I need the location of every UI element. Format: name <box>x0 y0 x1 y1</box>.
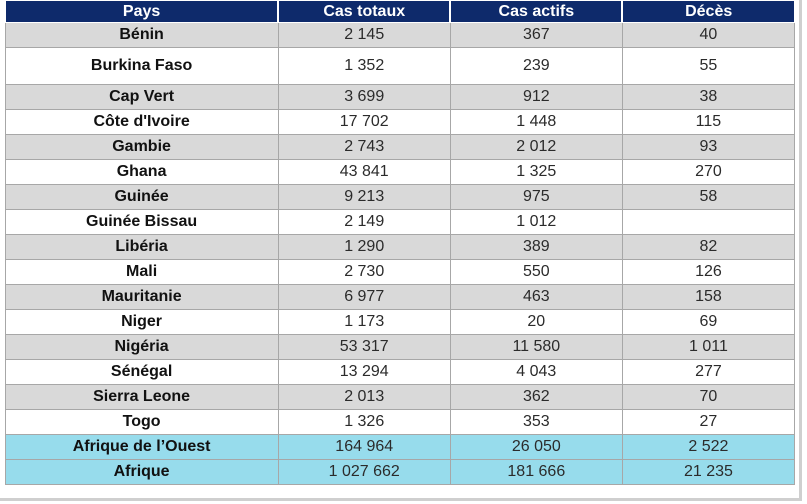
deaths-cell: 70 <box>621 384 796 410</box>
country-cell: Libéria <box>4 234 279 260</box>
active-cases-cell: 362 <box>449 384 623 410</box>
deaths-cell: 82 <box>621 234 796 260</box>
country-cell: Ghana <box>4 159 279 185</box>
total-cases-cell: 2 730 <box>277 259 451 285</box>
country-cell: Mali <box>4 259 279 285</box>
active-cases-cell: 11 580 <box>449 334 623 360</box>
deaths-cell: 2 522 <box>621 434 796 460</box>
region-cell: Afrique <box>4 459 279 485</box>
deaths-cell: 270 <box>621 159 796 185</box>
deaths-cell: 277 <box>621 359 796 385</box>
table-row: Guinée 9 213 975 58 <box>4 184 796 210</box>
active-cases-cell: 463 <box>449 284 623 310</box>
total-row-west-africa: Afrique de l’Ouest 164 964 26 050 2 522 <box>4 434 796 460</box>
active-cases-cell: 367 <box>449 22 623 48</box>
header-row: Pays Cas totaux Cas actifs Décès <box>3 0 796 23</box>
table-row: Togo 1 326 353 27 <box>4 409 796 435</box>
active-cases-cell: 2 012 <box>449 134 623 160</box>
country-cell: Gambie <box>4 134 279 160</box>
total-cases-cell: 1 290 <box>277 234 451 260</box>
country-cell: Niger <box>4 309 279 335</box>
country-cell: Guinée Bissau <box>4 209 279 235</box>
total-cases-cell: 2 145 <box>277 22 451 48</box>
table-row: Cap Vert 3 699 912 38 <box>4 84 796 110</box>
deaths-cell: 40 <box>621 22 796 48</box>
active-cases-cell: 1 448 <box>449 109 623 135</box>
table-row: Ghana 43 841 1 325 270 <box>4 159 796 185</box>
country-cell: Sierra Leone <box>4 384 279 410</box>
deaths-cell: 55 <box>621 47 796 85</box>
total-cases-cell: 9 213 <box>277 184 451 210</box>
total-cases-cell: 17 702 <box>277 109 451 135</box>
active-cases-cell: 1 012 <box>449 209 623 235</box>
table-row: Gambie 2 743 2 012 93 <box>4 134 796 160</box>
table-row: Bénin 2 145 367 40 <box>4 22 796 48</box>
total-cases-cell: 43 841 <box>277 159 451 185</box>
table-row: Niger 1 173 20 69 <box>4 309 796 335</box>
active-cases-cell: 975 <box>449 184 623 210</box>
deaths-cell: 69 <box>621 309 796 335</box>
deaths-cell: 115 <box>621 109 796 135</box>
table-row: Mali 2 730 550 126 <box>4 259 796 285</box>
active-cases-cell: 239 <box>449 47 623 85</box>
region-cell: Afrique de l’Ouest <box>4 434 279 460</box>
country-cell: Cap Vert <box>4 84 279 110</box>
active-cases-cell: 181 666 <box>449 459 623 485</box>
table-row: Sénégal 13 294 4 043 277 <box>4 359 796 385</box>
table-row: Libéria 1 290 389 82 <box>4 234 796 260</box>
deaths-cell: 93 <box>621 134 796 160</box>
covid-stats-table: Pays Cas totaux Cas actifs Décès Bénin 2… <box>3 0 796 485</box>
header-country: Pays <box>3 0 279 23</box>
total-row-africa: Afrique 1 027 662 181 666 21 235 <box>4 459 796 485</box>
country-cell: Guinée <box>4 184 279 210</box>
deaths-cell: 27 <box>621 409 796 435</box>
active-cases-cell: 1 325 <box>449 159 623 185</box>
total-cases-cell: 1 352 <box>277 47 451 85</box>
active-cases-cell: 912 <box>449 84 623 110</box>
active-cases-cell: 4 043 <box>449 359 623 385</box>
table-row: Côte d'Ivoire 17 702 1 448 115 <box>4 109 796 135</box>
total-cases-cell: 2 013 <box>277 384 451 410</box>
header-deaths: Décès <box>621 0 796 23</box>
total-cases-cell: 164 964 <box>277 434 451 460</box>
active-cases-cell: 26 050 <box>449 434 623 460</box>
table-row: Burkina Faso 1 352 239 55 <box>4 47 796 85</box>
header-active-cases: Cas actifs <box>449 0 623 23</box>
table-row: Guinée Bissau 2 149 1 012 <box>4 209 796 235</box>
deaths-cell: 58 <box>621 184 796 210</box>
header-total-cases: Cas totaux <box>277 0 451 23</box>
deaths-cell: 126 <box>621 259 796 285</box>
active-cases-cell: 353 <box>449 409 623 435</box>
active-cases-cell: 389 <box>449 234 623 260</box>
country-cell: Nigéria <box>4 334 279 360</box>
total-cases-cell: 1 027 662 <box>277 459 451 485</box>
deaths-cell: 38 <box>621 84 796 110</box>
total-cases-cell: 13 294 <box>277 359 451 385</box>
table-row: Nigéria 53 317 11 580 1 011 <box>4 334 796 360</box>
country-cell: Sénégal <box>4 359 279 385</box>
country-cell: Bénin <box>4 22 279 48</box>
active-cases-cell: 20 <box>449 309 623 335</box>
deaths-cell: 158 <box>621 284 796 310</box>
table-row: Sierra Leone 2 013 362 70 <box>4 384 796 410</box>
deaths-cell <box>621 209 796 235</box>
active-cases-cell: 550 <box>449 259 623 285</box>
total-cases-cell: 2 149 <box>277 209 451 235</box>
total-cases-cell: 3 699 <box>277 84 451 110</box>
country-cell: Togo <box>4 409 279 435</box>
total-cases-cell: 1 326 <box>277 409 451 435</box>
table-row: Mauritanie 6 977 463 158 <box>4 284 796 310</box>
total-cases-cell: 53 317 <box>277 334 451 360</box>
total-cases-cell: 6 977 <box>277 284 451 310</box>
total-cases-cell: 2 743 <box>277 134 451 160</box>
country-cell: Mauritanie <box>4 284 279 310</box>
deaths-cell: 1 011 <box>621 334 796 360</box>
deaths-cell: 21 235 <box>621 459 796 485</box>
country-cell: Burkina Faso <box>4 47 279 85</box>
country-cell: Côte d'Ivoire <box>4 109 279 135</box>
total-cases-cell: 1 173 <box>277 309 451 335</box>
